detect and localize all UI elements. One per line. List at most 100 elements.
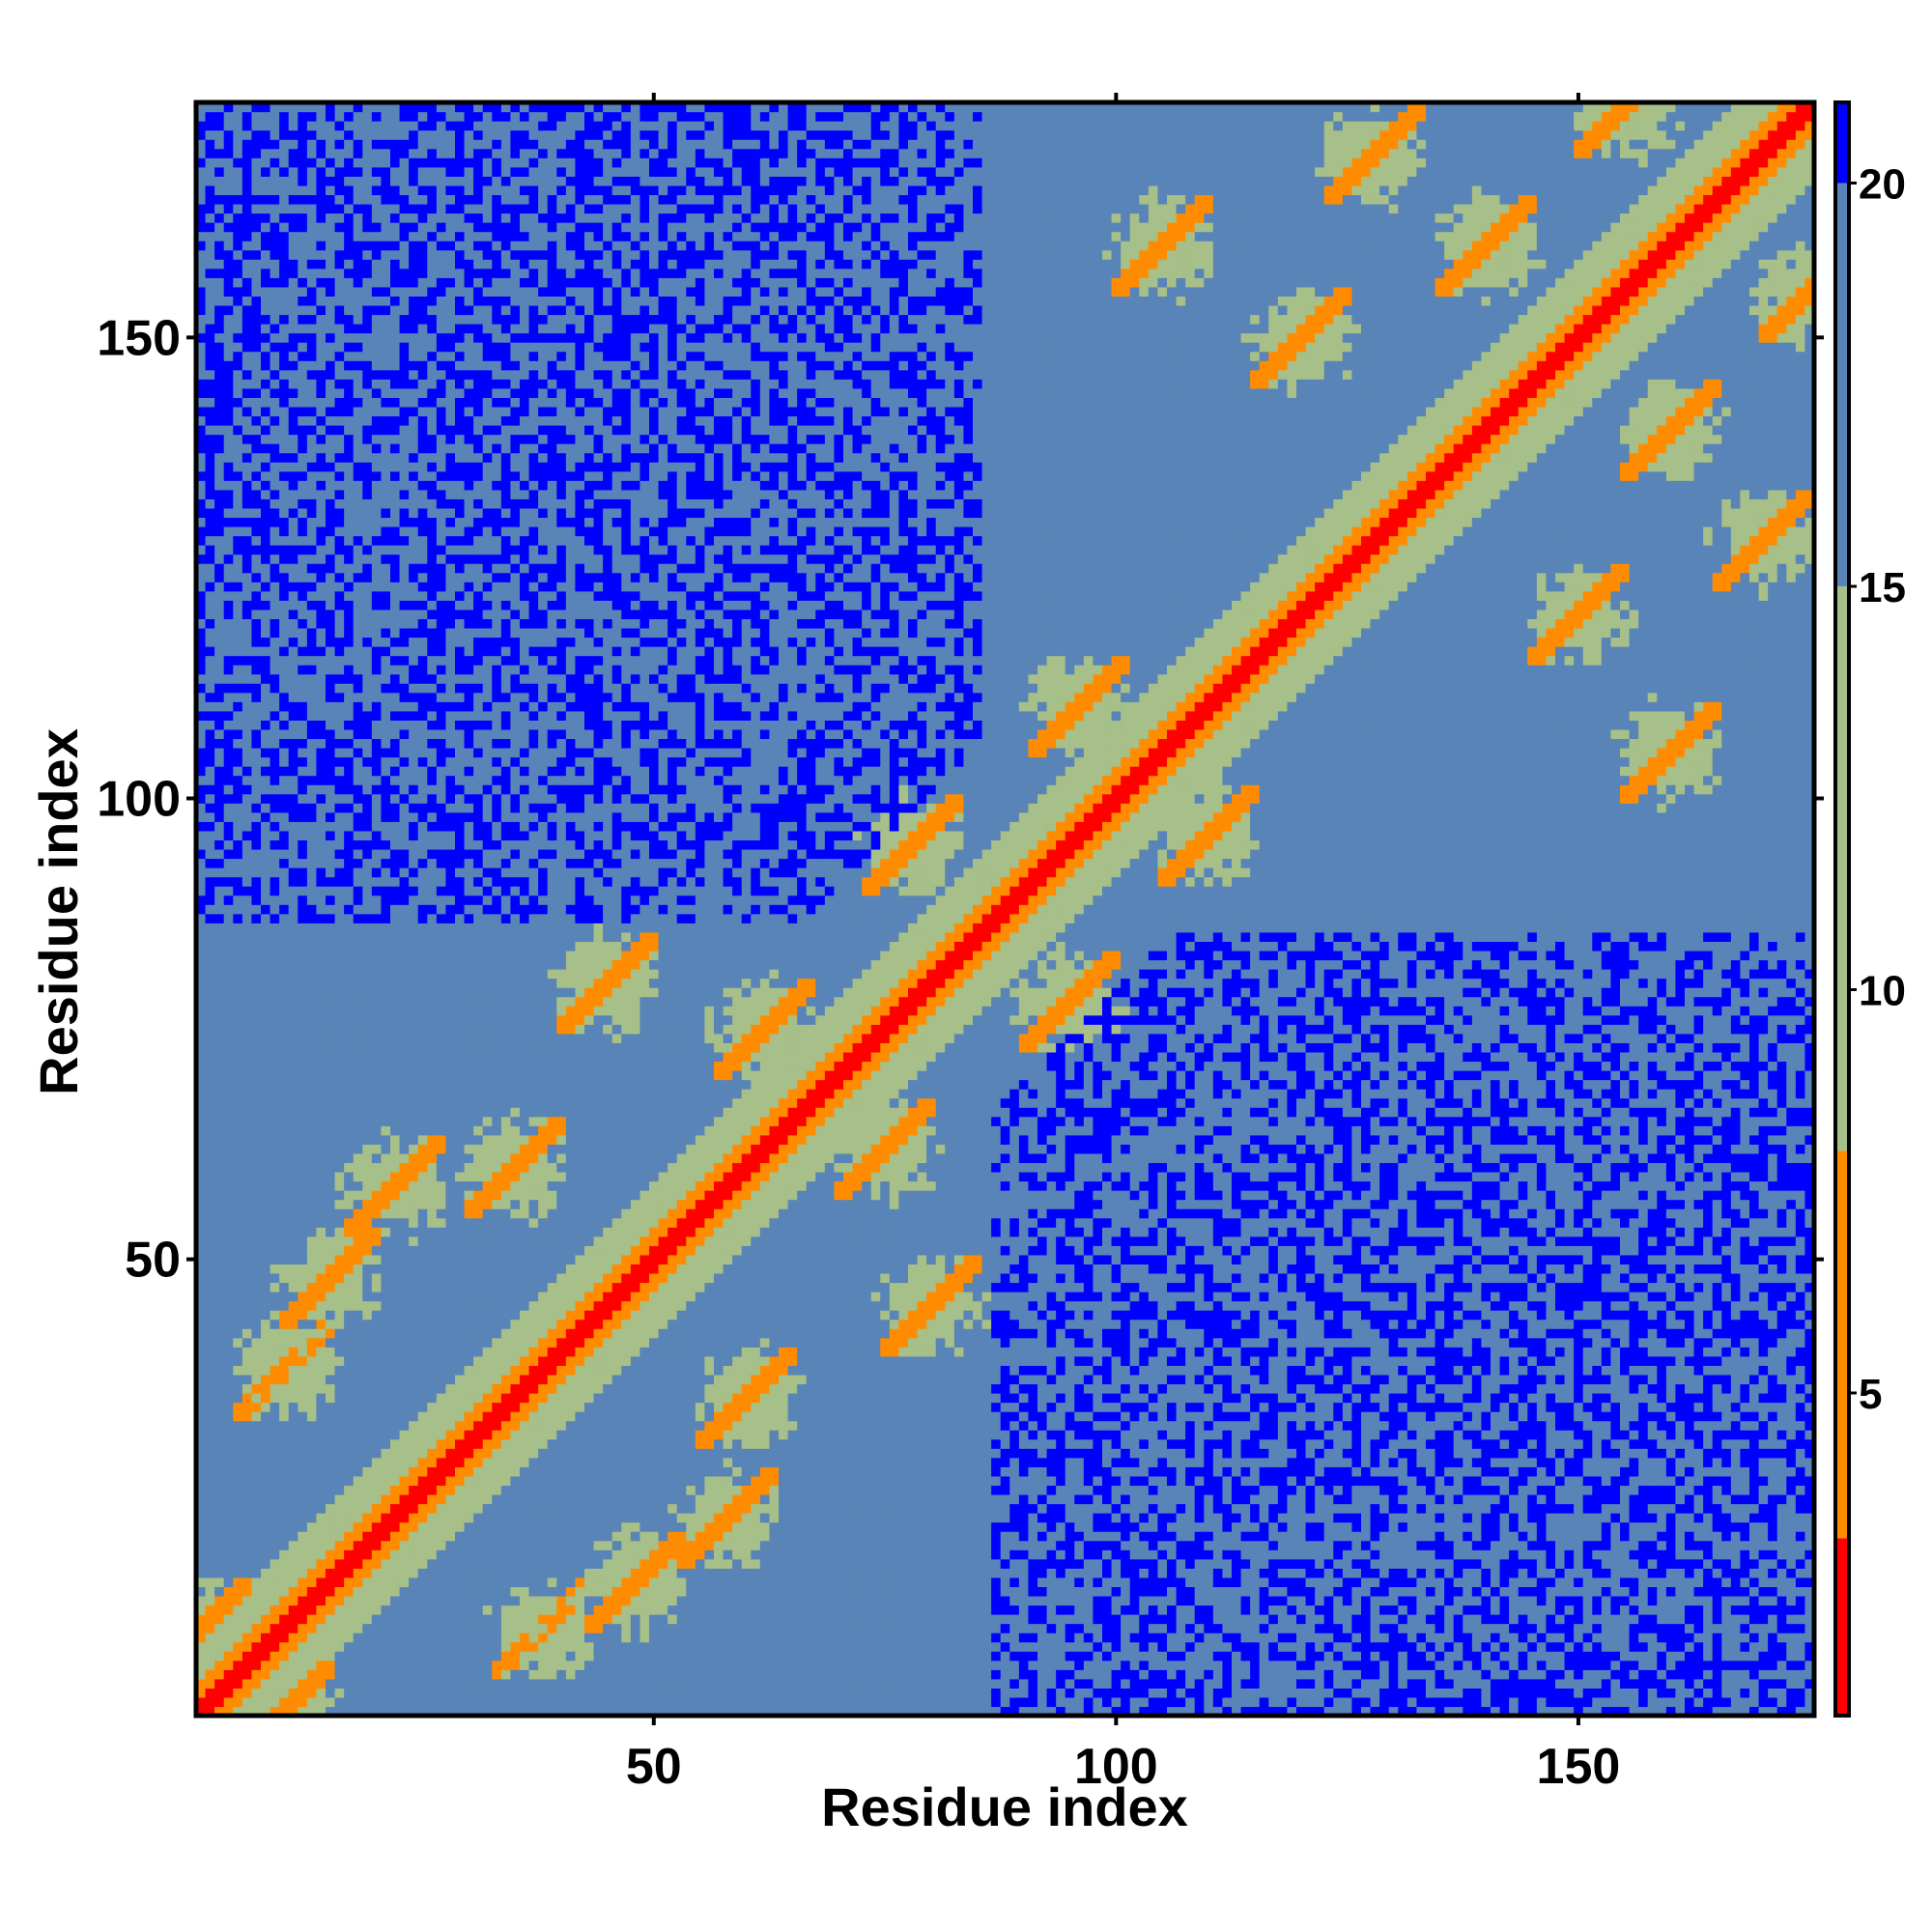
heat-cell [289, 545, 298, 554]
heat-cell [381, 748, 390, 757]
heat-cell [279, 812, 289, 822]
heat-cell [400, 701, 410, 711]
heat-cell [326, 1605, 335, 1614]
heat-cell [279, 1605, 289, 1614]
heat-cell [261, 618, 270, 628]
heat-cell [418, 951, 428, 960]
heat-cell [316, 867, 326, 877]
heat-cell [242, 1559, 252, 1569]
heat-cell [289, 1688, 298, 1697]
heat-cell [224, 748, 234, 757]
heat-cell [437, 453, 446, 463]
heat-cell [307, 748, 317, 757]
heat-cell [344, 241, 354, 250]
heat-cell [307, 738, 317, 748]
heat-cell [445, 895, 455, 905]
heat-cell [251, 287, 261, 297]
heat-cell [437, 425, 446, 435]
heat-cell [316, 1642, 326, 1652]
heat-cell [279, 1559, 289, 1569]
heat-cell [298, 1624, 307, 1634]
heat-cell [242, 1190, 252, 1200]
heat-cell [289, 711, 298, 721]
heat-cell [400, 969, 410, 979]
heat-cell [437, 784, 446, 794]
heat-cell [261, 776, 270, 785]
heat-cell [270, 711, 280, 721]
heat-cell [279, 1403, 289, 1412]
heat-cell [224, 969, 234, 979]
heat-cell [390, 923, 400, 932]
heat-cell [224, 1430, 234, 1439]
heat-cell [445, 397, 455, 407]
heat-cell [214, 923, 224, 932]
heat-cell [326, 886, 335, 895]
heat-cell [409, 1172, 418, 1181]
heat-cell [409, 415, 418, 425]
heat-cell [390, 1153, 400, 1163]
heat-cell [362, 1494, 372, 1504]
heat-cell [326, 720, 335, 729]
heat-cell [251, 277, 261, 287]
heat-cell [261, 508, 270, 518]
heat-cell [206, 1697, 215, 1707]
heat-cell [335, 1614, 345, 1624]
heat-cell [427, 1190, 437, 1200]
heat-cell [362, 112, 372, 122]
heat-cell [206, 1245, 215, 1255]
heat-cell [289, 1642, 298, 1652]
heat-cell [427, 1513, 437, 1522]
heat-cell [381, 1679, 390, 1689]
heat-cell [445, 1200, 455, 1209]
heat-cell [344, 1586, 354, 1596]
heat-cell [233, 1245, 242, 1255]
heat-cell [427, 656, 437, 666]
heat-cell [242, 435, 252, 444]
heat-cell [418, 711, 428, 721]
heat-cell [381, 1153, 390, 1163]
heat-cell [289, 443, 298, 453]
heat-cell [270, 1549, 280, 1559]
heat-cell [298, 1200, 307, 1209]
heat-cell [298, 1633, 307, 1642]
heat-cell [326, 1061, 335, 1070]
heat-cell [335, 185, 345, 195]
heat-cell [418, 388, 428, 398]
heat-cell [214, 1310, 224, 1320]
heat-cell [224, 1208, 234, 1218]
heat-cell [335, 1310, 345, 1320]
heat-cell [326, 1208, 335, 1218]
heat-cell [445, 1522, 455, 1532]
heat-cell [409, 1430, 418, 1439]
heat-cell [427, 812, 437, 822]
heat-cell [409, 1679, 418, 1689]
heat-cell [335, 895, 345, 905]
heat-cell [409, 1135, 418, 1145]
heat-cell [298, 342, 307, 352]
heat-cell [261, 1218, 270, 1228]
heat-cell [381, 1697, 390, 1707]
heat-cell [233, 185, 242, 195]
heat-cell [427, 157, 437, 167]
heat-cell [445, 462, 455, 471]
heat-cell [233, 1633, 242, 1642]
heat-cell [372, 748, 382, 757]
heat-cell [335, 849, 345, 859]
heat-cell [409, 618, 418, 628]
heat-cell [445, 812, 455, 822]
heat-cell [316, 453, 326, 463]
heat-cell [214, 1605, 224, 1614]
heat-cell [390, 1669, 400, 1679]
heat-cell [298, 1052, 307, 1062]
heat-cell [298, 1098, 307, 1108]
heat-cell [445, 849, 455, 859]
heat-cell [400, 1669, 410, 1679]
heat-cell [372, 941, 382, 951]
heat-cell [335, 1181, 345, 1191]
heat-cell [224, 867, 234, 877]
heat-cell [307, 1411, 317, 1421]
heat-cell [224, 352, 234, 361]
heat-cell [279, 443, 289, 453]
heat-cell [251, 914, 261, 923]
heat-cell [298, 674, 307, 684]
